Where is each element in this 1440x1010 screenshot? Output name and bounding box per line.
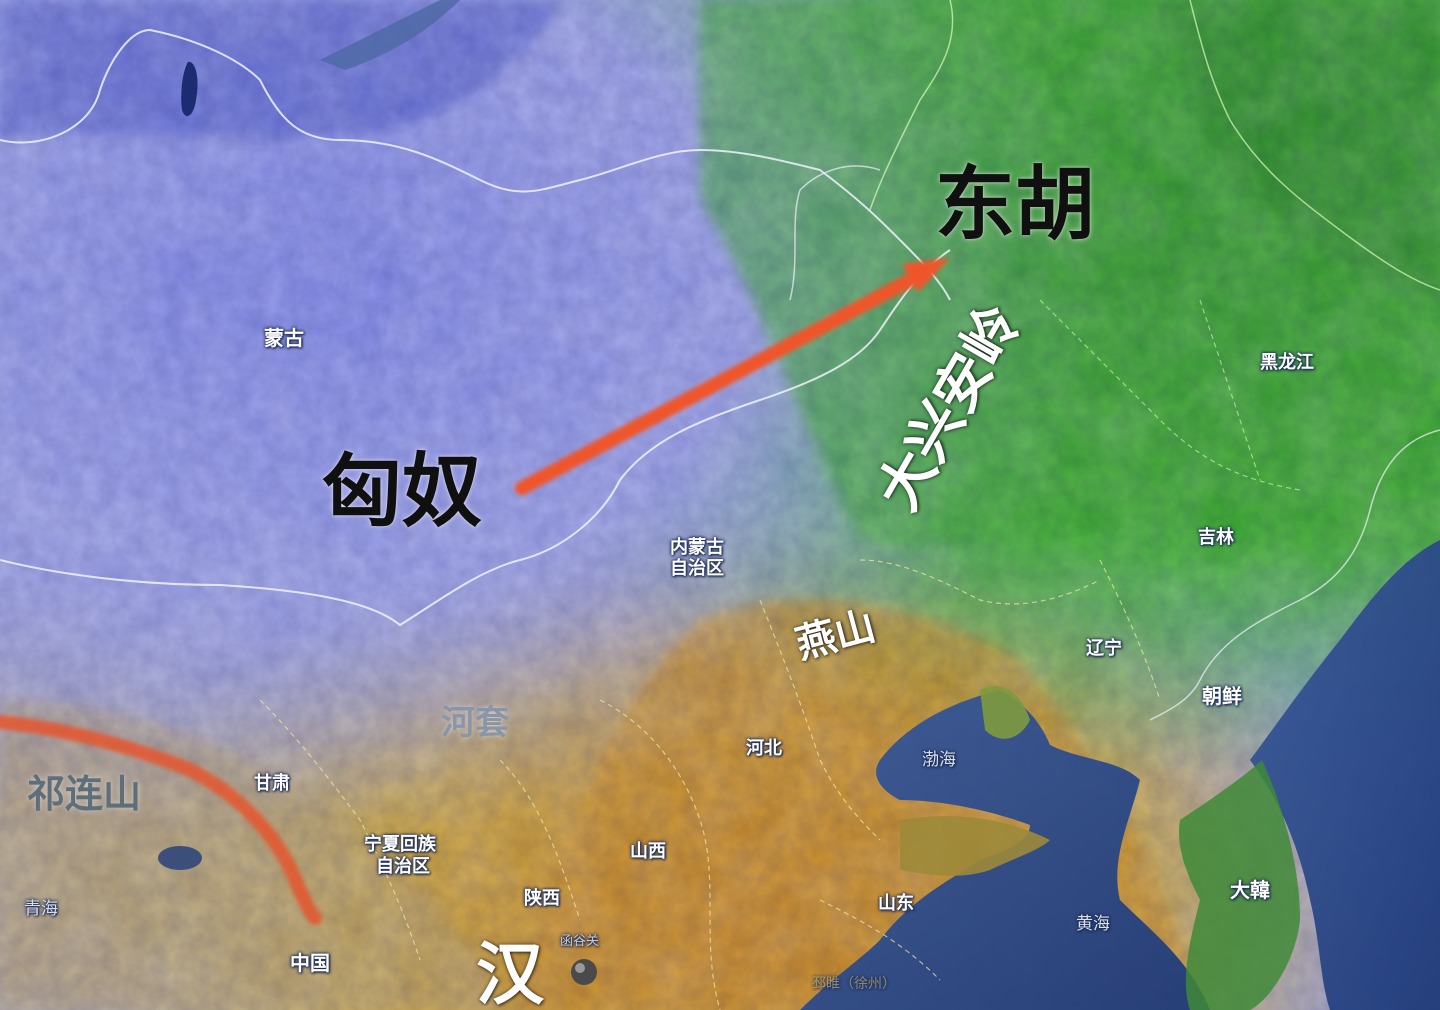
label-huanghai: 黄海 — [1076, 914, 1110, 934]
label-chaoxian: 朝鲜 — [1202, 684, 1242, 708]
qilian-mountain-line — [0, 715, 322, 925]
label-liaoning: 辽宁 — [1086, 638, 1122, 659]
label-donghu: 东胡 — [935, 158, 1095, 251]
label-dahan: 大韓 — [1230, 878, 1270, 902]
label-ningxia-1: 宁夏回族 — [364, 834, 436, 855]
label-china: 中国 — [290, 951, 330, 975]
label-xuzhou: 邳睢（徐州） — [812, 976, 896, 992]
hangu-pass-marker — [571, 959, 597, 985]
label-hanguguan: 函谷关 — [560, 934, 600, 949]
label-qinghai: 青海 — [24, 899, 58, 919]
label-gansu: 甘肃 — [254, 773, 290, 794]
label-mongolia: 蒙古 — [264, 326, 304, 350]
migration-arrow — [515, 258, 950, 495]
label-hebei: 河北 — [746, 738, 782, 759]
label-qilianshan: 祁连山 — [27, 772, 142, 816]
label-inner-mongolia-1: 内蒙古 — [670, 537, 724, 558]
label-inner-mongolia-2: 自治区 — [670, 558, 724, 579]
label-shaanxi: 陕西 — [524, 888, 560, 909]
label-heilongjiang: 黑龙江 — [1260, 352, 1314, 373]
label-shandong: 山东 — [878, 893, 914, 914]
label-bohai: 渤海 — [922, 750, 956, 770]
label-shanxi: 山西 — [630, 841, 666, 862]
label-hetao: 河套 — [441, 703, 509, 743]
label-xiongnu: 匈奴 — [322, 445, 482, 538]
label-han: 汉 — [476, 936, 545, 1010]
label-jilin: 吉林 — [1198, 527, 1234, 548]
label-ningxia-2: 自治区 — [376, 856, 430, 877]
